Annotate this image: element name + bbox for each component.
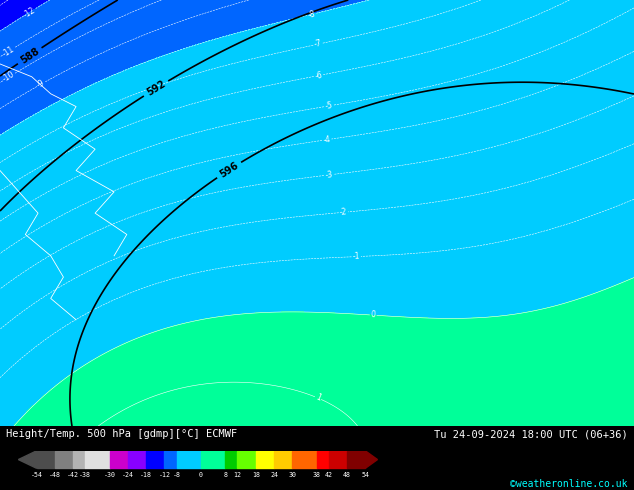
Text: -42: -42 [67,471,79,477]
Text: 38: 38 [313,471,321,477]
Bar [238,451,256,468]
Text: 8: 8 [223,471,228,477]
Text: ©weatheronline.co.uk: ©weatheronline.co.uk [510,479,628,489]
Bar [225,451,238,468]
Text: 42: 42 [325,471,333,477]
Text: -8: -8 [307,9,316,20]
Text: 0: 0 [199,471,203,477]
Bar [164,451,177,468]
Bar [177,451,201,468]
Text: -11: -11 [1,44,16,58]
Text: -4: -4 [322,135,331,145]
Text: -10: -10 [1,70,16,84]
Text: -2: -2 [339,207,347,217]
Text: 30: 30 [288,471,296,477]
Text: 24: 24 [270,471,278,477]
Bar [55,451,73,468]
Text: 592: 592 [145,79,167,98]
Bar [329,451,347,468]
Bar [201,451,225,468]
Text: 588: 588 [18,46,41,66]
Text: 12: 12 [233,471,242,477]
Bar [146,451,164,468]
Bar [37,451,55,468]
Text: -7: -7 [313,39,323,49]
Polygon shape [18,451,37,468]
Text: -48: -48 [49,471,61,477]
Text: Height/Temp. 500 hPa [gdmp][°C] ECMWF: Height/Temp. 500 hPa [gdmp][°C] ECMWF [6,429,238,440]
Bar [292,451,316,468]
Bar [86,451,110,468]
Text: 1: 1 [314,393,322,403]
Text: -12: -12 [22,5,37,19]
Text: -18: -18 [140,471,152,477]
Bar [110,451,128,468]
Text: -30: -30 [104,471,115,477]
Text: 54: 54 [361,471,370,477]
Text: -54: -54 [30,471,42,477]
Text: -6: -6 [314,71,323,81]
Text: -5: -5 [324,101,333,111]
Text: Tu 24-09-2024 18:00 UTC (06+36): Tu 24-09-2024 18:00 UTC (06+36) [434,429,628,440]
Text: -3: -3 [325,170,333,180]
Text: 18: 18 [252,471,260,477]
Text: -12: -12 [158,471,171,477]
Bar [347,451,365,468]
Text: 0: 0 [370,311,376,320]
Bar [128,451,146,468]
Text: -8: -8 [172,471,181,477]
Bar [256,451,274,468]
Text: -38: -38 [79,471,91,477]
Bar [73,451,86,468]
Text: 596: 596 [218,160,240,179]
Text: -24: -24 [122,471,134,477]
Text: -1: -1 [353,252,360,261]
Bar [316,451,329,468]
Text: 48: 48 [343,471,351,477]
Text: -9: -9 [36,78,47,90]
Bar [274,451,292,468]
Polygon shape [365,451,377,468]
